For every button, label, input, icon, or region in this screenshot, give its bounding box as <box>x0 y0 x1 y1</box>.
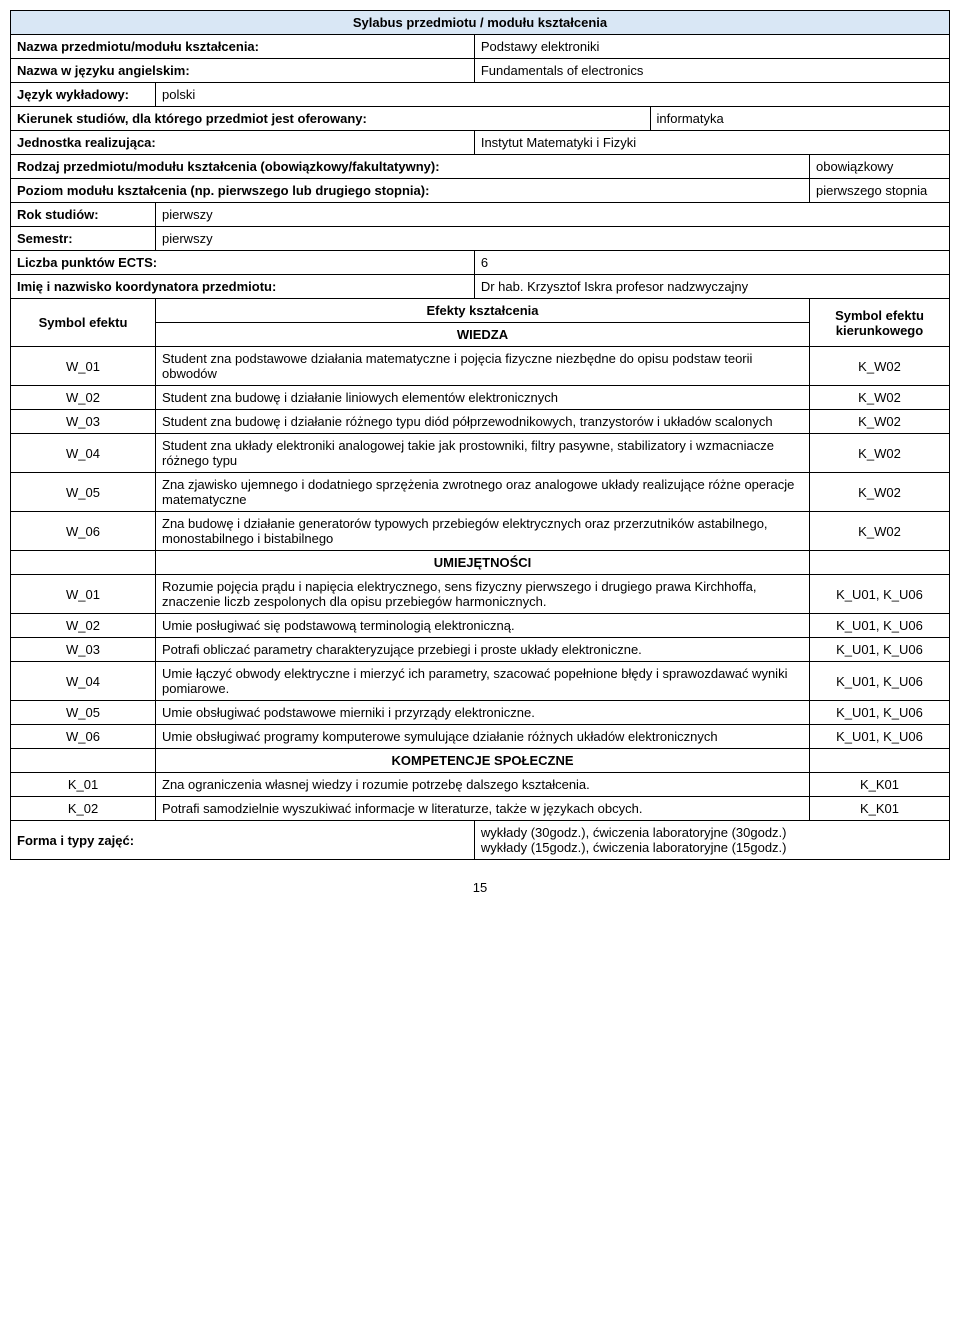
koord-label: Imię i nazwisko koordynatora przedmiotu: <box>11 275 475 299</box>
empty-cell <box>11 551 156 575</box>
rok-value: pierwszy <box>156 203 950 227</box>
outcome-symbol: W_05 <box>11 473 156 512</box>
outcome-desc: Umie posługiwać się podstawową terminolo… <box>156 614 810 638</box>
table-row: W_04 Umie łączyć obwody elektryczne i mi… <box>11 662 950 701</box>
outcome-desc: Rozumie pojęcia prądu i napięcia elektry… <box>156 575 810 614</box>
page-number: 15 <box>10 880 950 895</box>
rok-label: Rok studiów: <box>11 203 156 227</box>
empty-cell <box>11 749 156 773</box>
outcome-desc: Zna zjawisko ujemnego i dodatniego sprzę… <box>156 473 810 512</box>
outcome-symbol: W_01 <box>11 575 156 614</box>
outcome-desc: Potrafi obliczać parametry charakteryzuj… <box>156 638 810 662</box>
outcome-desc: Potrafi samodzielnie wyszukiwać informac… <box>156 797 810 821</box>
outcome-dir: K_W02 <box>810 410 950 434</box>
ects-value: 6 <box>474 251 949 275</box>
table-row: W_01 Rozumie pojęcia prądu i napięcia el… <box>11 575 950 614</box>
outcome-desc: Umie obsługiwać podstawowe mierniki i pr… <box>156 701 810 725</box>
table-row: W_05 Umie obsługiwać podstawowe mierniki… <box>11 701 950 725</box>
outcome-dir: K_W02 <box>810 473 950 512</box>
outcome-dir: K_W02 <box>810 347 950 386</box>
outcome-desc: Student zna układy elektroniki analogowe… <box>156 434 810 473</box>
kompetencje-label: KOMPETENCJE SPOŁECZNE <box>156 749 810 773</box>
outcome-desc: Zna ograniczenia własnej wiedzy i rozumi… <box>156 773 810 797</box>
outcome-symbol: W_06 <box>11 512 156 551</box>
empty-cell <box>810 749 950 773</box>
forma-line2: wykłady (15godz.), ćwiczenia laboratoryj… <box>481 840 787 855</box>
outcome-desc: Student zna podstawowe działania matemat… <box>156 347 810 386</box>
semestr-value: pierwszy <box>156 227 950 251</box>
wiedza-label: WIEDZA <box>156 323 810 347</box>
table-row: W_06 Umie obsługiwać programy komputerow… <box>11 725 950 749</box>
outcome-desc: Umie łączyć obwody elektryczne i mierzyć… <box>156 662 810 701</box>
table-row: W_03 Student zna budowę i działanie różn… <box>11 410 950 434</box>
nazwa-en-value: Fundamentals of electronics <box>474 59 949 83</box>
outcome-dir: K_U01, K_U06 <box>810 575 950 614</box>
outcome-desc: Student zna budowę i działanie różnego t… <box>156 410 810 434</box>
outcome-dir: K_U01, K_U06 <box>810 662 950 701</box>
empty-cell <box>810 551 950 575</box>
jednostka-label: Jednostka realizująca: <box>11 131 475 155</box>
syllabus-title: Sylabus przedmiotu / modułu kształcenia <box>11 11 950 35</box>
outcome-dir: K_U01, K_U06 <box>810 614 950 638</box>
nazwa-en-label: Nazwa w języku angielskim: <box>11 59 475 83</box>
table-row: W_06 Zna budowę i działanie generatorów … <box>11 512 950 551</box>
table-row: W_05 Zna zjawisko ujemnego i dodatniego … <box>11 473 950 512</box>
ects-label: Liczba punktów ECTS: <box>11 251 475 275</box>
outcome-dir: K_W02 <box>810 434 950 473</box>
table-row: K_01 Zna ograniczenia własnej wiedzy i r… <box>11 773 950 797</box>
koord-value: Dr hab. Krzysztof Iskra profesor nadzwyc… <box>474 275 949 299</box>
outcome-desc: Student zna budowę i działanie liniowych… <box>156 386 810 410</box>
outcome-desc: Zna budowę i działanie generatorów typow… <box>156 512 810 551</box>
table-row: K_02 Potrafi samodzielnie wyszukiwać inf… <box>11 797 950 821</box>
nazwa-label: Nazwa przedmiotu/modułu kształcenia: <box>11 35 475 59</box>
outcome-symbol: W_02 <box>11 386 156 410</box>
jezyk-label: Język wykładowy: <box>11 83 156 107</box>
forma-value: wykłady (30godz.), ćwiczenia laboratoryj… <box>474 821 949 860</box>
outcome-symbol: W_04 <box>11 662 156 701</box>
outcome-symbol: K_01 <box>11 773 156 797</box>
outcome-desc: Umie obsługiwać programy komputerowe sym… <box>156 725 810 749</box>
kierunek-value: informatyka <box>650 107 949 131</box>
jezyk-value: polski <box>156 83 950 107</box>
kierunkowy-header: Symbol efektu kierunkowego <box>810 299 950 347</box>
outcome-dir: K_K01 <box>810 797 950 821</box>
poziom-label: Poziom modułu kształcenia (np. pierwszeg… <box>11 179 810 203</box>
outcome-symbol: K_02 <box>11 797 156 821</box>
outcome-symbol: W_02 <box>11 614 156 638</box>
table-row: W_01 Student zna podstawowe działania ma… <box>11 347 950 386</box>
outcome-dir: K_W02 <box>810 512 950 551</box>
outcome-dir: K_U01, K_U06 <box>810 725 950 749</box>
table-row: W_02 Student zna budowę i działanie lini… <box>11 386 950 410</box>
outcome-symbol: W_04 <box>11 434 156 473</box>
outcome-symbol: W_01 <box>11 347 156 386</box>
outcome-dir: K_U01, K_U06 <box>810 701 950 725</box>
semestr-label: Semestr: <box>11 227 156 251</box>
outcome-symbol: W_05 <box>11 701 156 725</box>
rodzaj-label: Rodzaj przedmiotu/modułu kształcenia (ob… <box>11 155 810 179</box>
table-row: W_03 Potrafi obliczać parametry charakte… <box>11 638 950 662</box>
outcome-dir: K_K01 <box>810 773 950 797</box>
outcome-dir: K_W02 <box>810 386 950 410</box>
forma-label: Forma i typy zajęć: <box>11 821 475 860</box>
kierunek-label: Kierunek studiów, dla którego przedmiot … <box>11 107 651 131</box>
efekty-header: Efekty kształcenia <box>156 299 810 323</box>
rodzaj-value: obowiązkowy <box>810 155 950 179</box>
nazwa-value: Podstawy elektroniki <box>474 35 949 59</box>
jednostka-value: Instytut Matematyki i Fizyki <box>474 131 949 155</box>
syllabus-table: Sylabus przedmiotu / modułu kształcenia … <box>10 10 950 860</box>
table-row: W_02 Umie posługiwać się podstawową term… <box>11 614 950 638</box>
forma-line1: wykłady (30godz.), ćwiczenia laboratoryj… <box>481 825 787 840</box>
outcome-symbol: W_03 <box>11 638 156 662</box>
table-row: W_04 Student zna układy elektroniki anal… <box>11 434 950 473</box>
symbol-header: Symbol efektu <box>11 299 156 347</box>
umiejetnosci-label: UMIEJĘTNOŚCI <box>156 551 810 575</box>
outcome-dir: K_U01, K_U06 <box>810 638 950 662</box>
poziom-value: pierwszego stopnia <box>810 179 950 203</box>
outcome-symbol: W_06 <box>11 725 156 749</box>
outcome-symbol: W_03 <box>11 410 156 434</box>
